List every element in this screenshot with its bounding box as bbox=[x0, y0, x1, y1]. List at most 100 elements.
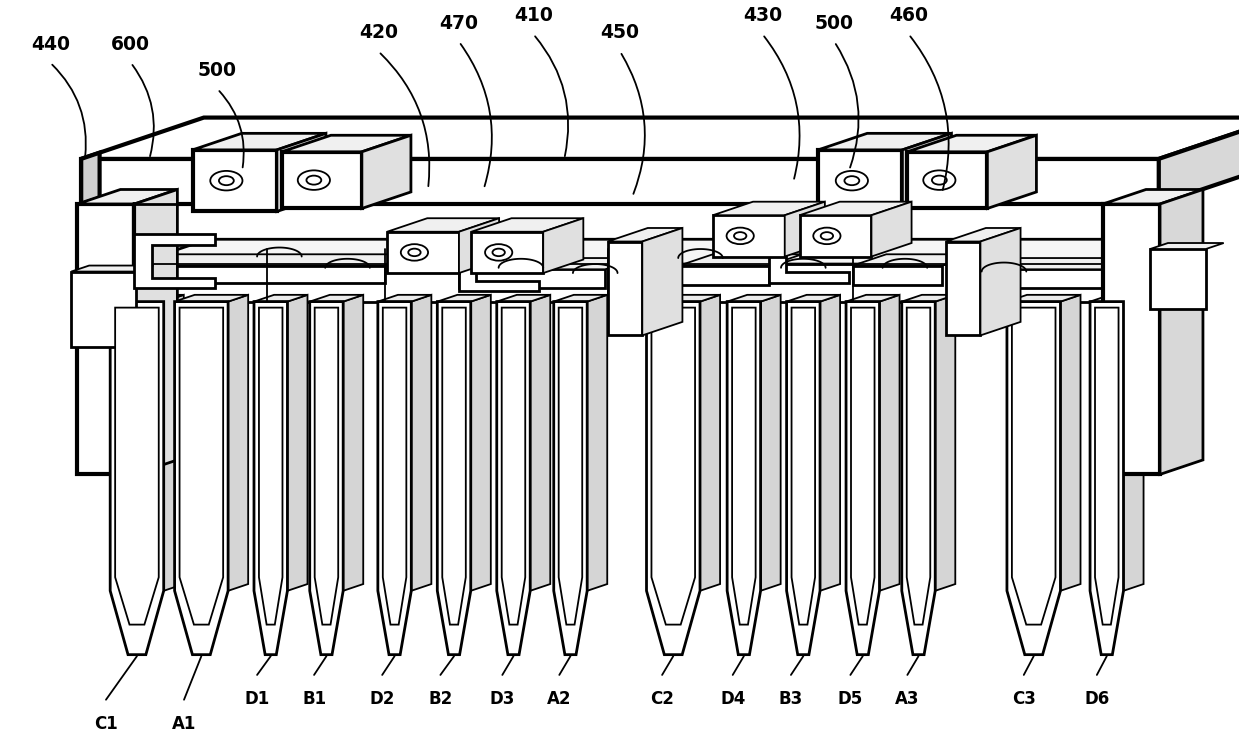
Polygon shape bbox=[310, 302, 343, 654]
Polygon shape bbox=[608, 228, 682, 242]
Polygon shape bbox=[642, 228, 682, 335]
Polygon shape bbox=[1151, 249, 1205, 309]
Polygon shape bbox=[71, 266, 154, 272]
Polygon shape bbox=[77, 204, 134, 474]
Circle shape bbox=[219, 176, 234, 185]
Polygon shape bbox=[987, 136, 1037, 209]
Circle shape bbox=[727, 227, 754, 244]
Polygon shape bbox=[727, 295, 781, 302]
Text: C2: C2 bbox=[650, 690, 675, 708]
Circle shape bbox=[924, 170, 956, 190]
Circle shape bbox=[485, 244, 512, 261]
Polygon shape bbox=[800, 202, 911, 215]
Polygon shape bbox=[134, 264, 1104, 302]
Polygon shape bbox=[946, 228, 1021, 242]
Polygon shape bbox=[443, 308, 466, 624]
Polygon shape bbox=[1007, 302, 1060, 654]
Circle shape bbox=[821, 232, 833, 239]
Polygon shape bbox=[559, 308, 583, 624]
Polygon shape bbox=[134, 190, 177, 474]
Polygon shape bbox=[378, 302, 412, 654]
Polygon shape bbox=[946, 242, 981, 335]
Polygon shape bbox=[680, 266, 769, 285]
Polygon shape bbox=[383, 308, 407, 624]
Polygon shape bbox=[786, 295, 841, 302]
Polygon shape bbox=[908, 136, 1037, 152]
Text: C1: C1 bbox=[94, 715, 118, 733]
Polygon shape bbox=[387, 218, 500, 232]
Polygon shape bbox=[110, 295, 184, 302]
Polygon shape bbox=[192, 150, 277, 212]
Polygon shape bbox=[1060, 295, 1080, 591]
Polygon shape bbox=[277, 133, 326, 212]
Polygon shape bbox=[901, 302, 935, 654]
Polygon shape bbox=[760, 295, 781, 591]
Polygon shape bbox=[727, 302, 760, 654]
Text: 500: 500 bbox=[198, 61, 237, 80]
Polygon shape bbox=[310, 295, 363, 302]
Polygon shape bbox=[254, 302, 288, 654]
Polygon shape bbox=[1159, 117, 1240, 204]
Text: B3: B3 bbox=[779, 690, 804, 708]
Polygon shape bbox=[769, 229, 849, 283]
Polygon shape bbox=[846, 302, 879, 654]
Polygon shape bbox=[713, 215, 785, 257]
Polygon shape bbox=[1012, 308, 1055, 624]
Polygon shape bbox=[228, 295, 248, 591]
Polygon shape bbox=[820, 295, 841, 591]
Polygon shape bbox=[497, 295, 551, 302]
Text: B2: B2 bbox=[428, 690, 453, 708]
Text: 430: 430 bbox=[743, 6, 782, 25]
Circle shape bbox=[408, 248, 420, 256]
Polygon shape bbox=[651, 308, 696, 624]
Polygon shape bbox=[1104, 204, 1161, 474]
Polygon shape bbox=[471, 295, 491, 591]
Polygon shape bbox=[81, 159, 1159, 204]
Polygon shape bbox=[438, 302, 471, 654]
Polygon shape bbox=[901, 295, 955, 302]
Text: D3: D3 bbox=[490, 690, 515, 708]
Polygon shape bbox=[134, 239, 1177, 264]
Polygon shape bbox=[164, 295, 184, 591]
Polygon shape bbox=[259, 308, 283, 624]
Text: 500: 500 bbox=[815, 14, 854, 32]
Polygon shape bbox=[459, 270, 605, 288]
Polygon shape bbox=[81, 117, 1240, 159]
Polygon shape bbox=[1123, 295, 1143, 591]
Polygon shape bbox=[713, 202, 825, 215]
Polygon shape bbox=[786, 302, 820, 654]
Polygon shape bbox=[1090, 295, 1143, 302]
Polygon shape bbox=[818, 133, 951, 150]
Polygon shape bbox=[192, 133, 326, 150]
Polygon shape bbox=[554, 295, 608, 302]
Polygon shape bbox=[180, 308, 223, 624]
Polygon shape bbox=[281, 136, 410, 152]
Circle shape bbox=[492, 248, 505, 256]
Polygon shape bbox=[531, 295, 551, 591]
Polygon shape bbox=[471, 218, 583, 232]
Polygon shape bbox=[646, 295, 720, 302]
Text: D6: D6 bbox=[1084, 690, 1110, 708]
Polygon shape bbox=[543, 218, 583, 273]
Circle shape bbox=[813, 227, 841, 244]
Polygon shape bbox=[846, 295, 899, 302]
Polygon shape bbox=[471, 232, 543, 273]
Polygon shape bbox=[1104, 190, 1203, 204]
Polygon shape bbox=[110, 302, 164, 654]
Polygon shape bbox=[680, 255, 802, 266]
Polygon shape bbox=[288, 295, 308, 591]
Polygon shape bbox=[851, 308, 874, 624]
Polygon shape bbox=[554, 302, 588, 654]
Polygon shape bbox=[459, 237, 539, 291]
Text: A3: A3 bbox=[895, 690, 920, 708]
Text: C3: C3 bbox=[1012, 690, 1035, 708]
Polygon shape bbox=[785, 202, 825, 257]
Polygon shape bbox=[732, 308, 755, 624]
Polygon shape bbox=[387, 232, 459, 273]
Polygon shape bbox=[115, 308, 159, 624]
Polygon shape bbox=[497, 302, 531, 654]
Text: 470: 470 bbox=[439, 14, 479, 32]
Polygon shape bbox=[986, 270, 1104, 288]
Polygon shape bbox=[908, 152, 987, 209]
Polygon shape bbox=[502, 308, 526, 624]
